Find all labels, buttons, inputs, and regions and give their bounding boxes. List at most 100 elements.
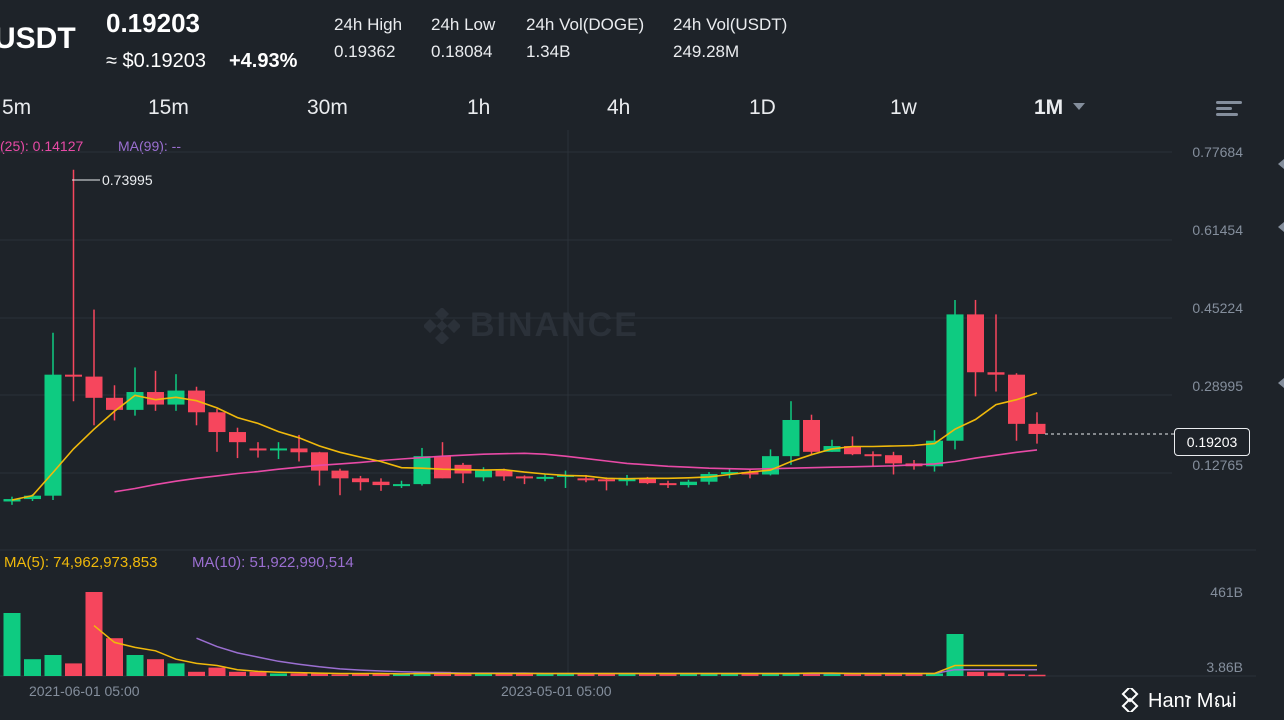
peak-price-label: 0.73995 [102, 172, 153, 188]
time-axis-label: 2023-05-01 05:00 [501, 683, 612, 699]
stat-24h-vol-usdt-label: 24h Vol(USDT) [673, 15, 788, 34]
candle-down [65, 374, 82, 377]
candle-up [475, 470, 492, 478]
stat-24h-low-label: 24h Low [431, 15, 496, 34]
volume-bar [270, 673, 287, 676]
volume-bar [618, 673, 636, 676]
volume-bar [885, 673, 902, 676]
current-price-tag: 0.19203 [1174, 428, 1250, 456]
volume-axis-tick: 3.86B [1206, 659, 1243, 675]
candle-up [3, 499, 21, 502]
volume-bar [598, 673, 615, 676]
volume-ma10-line [196, 637, 1037, 675]
peak-leader-line [72, 179, 100, 181]
stat-24h-high-value: 0.19362 [334, 42, 396, 61]
timeframe-tab-15m[interactable]: 15m [148, 96, 189, 119]
scroll-right-arrow-icon[interactable] [1278, 222, 1284, 232]
volume-bar [249, 671, 267, 676]
candle-down [106, 397, 123, 410]
stat-24h-low-value: 0.18084 [431, 42, 493, 61]
chart-settings-icon[interactable] [1216, 98, 1242, 120]
candle-down [147, 392, 164, 405]
ma7-line [11, 392, 1038, 501]
scroll-right-arrow-icon[interactable] [1278, 159, 1284, 169]
candle-down [311, 452, 328, 471]
volume-ma5-legend: MA(5): 74,962,973,853 [4, 554, 158, 571]
timeframe-tab-1d[interactable]: 1D [749, 96, 776, 119]
candle-up [926, 440, 943, 467]
timeframe-dropdown-caret-icon[interactable] [1073, 103, 1085, 110]
candle-down [516, 476, 533, 479]
volume-bar [147, 659, 164, 676]
watermark-text: BINANCE [470, 306, 639, 344]
volume-bar [516, 673, 533, 676]
volume-bar [106, 638, 123, 676]
volume-bar [700, 673, 718, 676]
ma99-legend: MA(99): -- [118, 138, 181, 154]
timeframe-tab-4h[interactable]: 4h [607, 96, 631, 119]
volume-bar [967, 671, 984, 676]
candle-down [85, 376, 103, 398]
candle-down [844, 446, 861, 455]
volume-bar [905, 673, 923, 676]
volume-bar [454, 673, 472, 676]
volume-bar [987, 672, 1005, 676]
timeframe-tab-5m[interactable]: 5m [2, 96, 32, 119]
candle-up [24, 495, 41, 500]
timeframe-tab-1w[interactable]: 1w [890, 96, 917, 119]
volume-bar [864, 673, 882, 676]
candle-down [741, 472, 759, 475]
volume-bar [331, 674, 349, 676]
volume-bar [126, 655, 144, 676]
trading-pair[interactable]: USDT [0, 22, 76, 55]
candle-up [721, 472, 738, 475]
candle-down [577, 478, 595, 481]
stat-24h-vol-doge-label: 24h Vol(DOGE) [526, 15, 645, 34]
candle-down [352, 478, 369, 483]
volume-bar [741, 673, 759, 676]
stat-24h-high-label: 24h High [334, 15, 403, 34]
candle-down [249, 448, 267, 451]
volume-ma10-legend: MA(10): 51,922,990,514 [192, 554, 354, 571]
volume-bar [188, 671, 205, 676]
candle-down [803, 419, 820, 452]
volume-bar [926, 673, 943, 676]
volume-bar [352, 673, 369, 676]
volume-bar [577, 673, 595, 676]
volume-bar [311, 673, 328, 676]
diamond-logo-icon [1121, 688, 1139, 712]
candle-down [208, 412, 226, 433]
volume-bar [24, 659, 41, 676]
ma25-line [114, 449, 1038, 493]
candle-down [290, 448, 308, 453]
candle-up [536, 476, 554, 479]
stat-24h-vol-usdt-value: 249.28M [673, 42, 740, 61]
candle-down [331, 470, 349, 479]
volume-bar [536, 673, 554, 676]
timeframe-tab-1h[interactable]: 1h [467, 96, 491, 119]
price-axis-tick: 0.77684 [1192, 144, 1243, 160]
scroll-right-arrow-icon[interactable] [1278, 378, 1284, 388]
candle-down [659, 483, 677, 486]
candle-down [885, 455, 902, 464]
candle-up [700, 473, 718, 482]
volume-bar [844, 673, 861, 676]
volume-bar [65, 663, 82, 676]
volume-bar [208, 667, 226, 676]
timeframe-tab-1m-active[interactable]: 1M [1034, 96, 1064, 119]
candle-down [1028, 423, 1046, 434]
candle-down [864, 454, 882, 457]
time-axis-label: 2021-06-01 05:00 [29, 683, 140, 699]
price-axis-tick: 0.61454 [1192, 222, 1243, 238]
candle-up [762, 456, 779, 475]
candle-up [680, 481, 697, 486]
candle-up [393, 484, 410, 487]
candle-down [598, 479, 615, 482]
timeframe-tab-30m[interactable]: 30m [307, 96, 348, 119]
candle-up [946, 314, 964, 441]
volume-bar [1028, 674, 1046, 677]
candle-down [434, 456, 451, 479]
volume-bar [823, 673, 841, 676]
footer-text: Hanז Mณi [1148, 690, 1237, 712]
